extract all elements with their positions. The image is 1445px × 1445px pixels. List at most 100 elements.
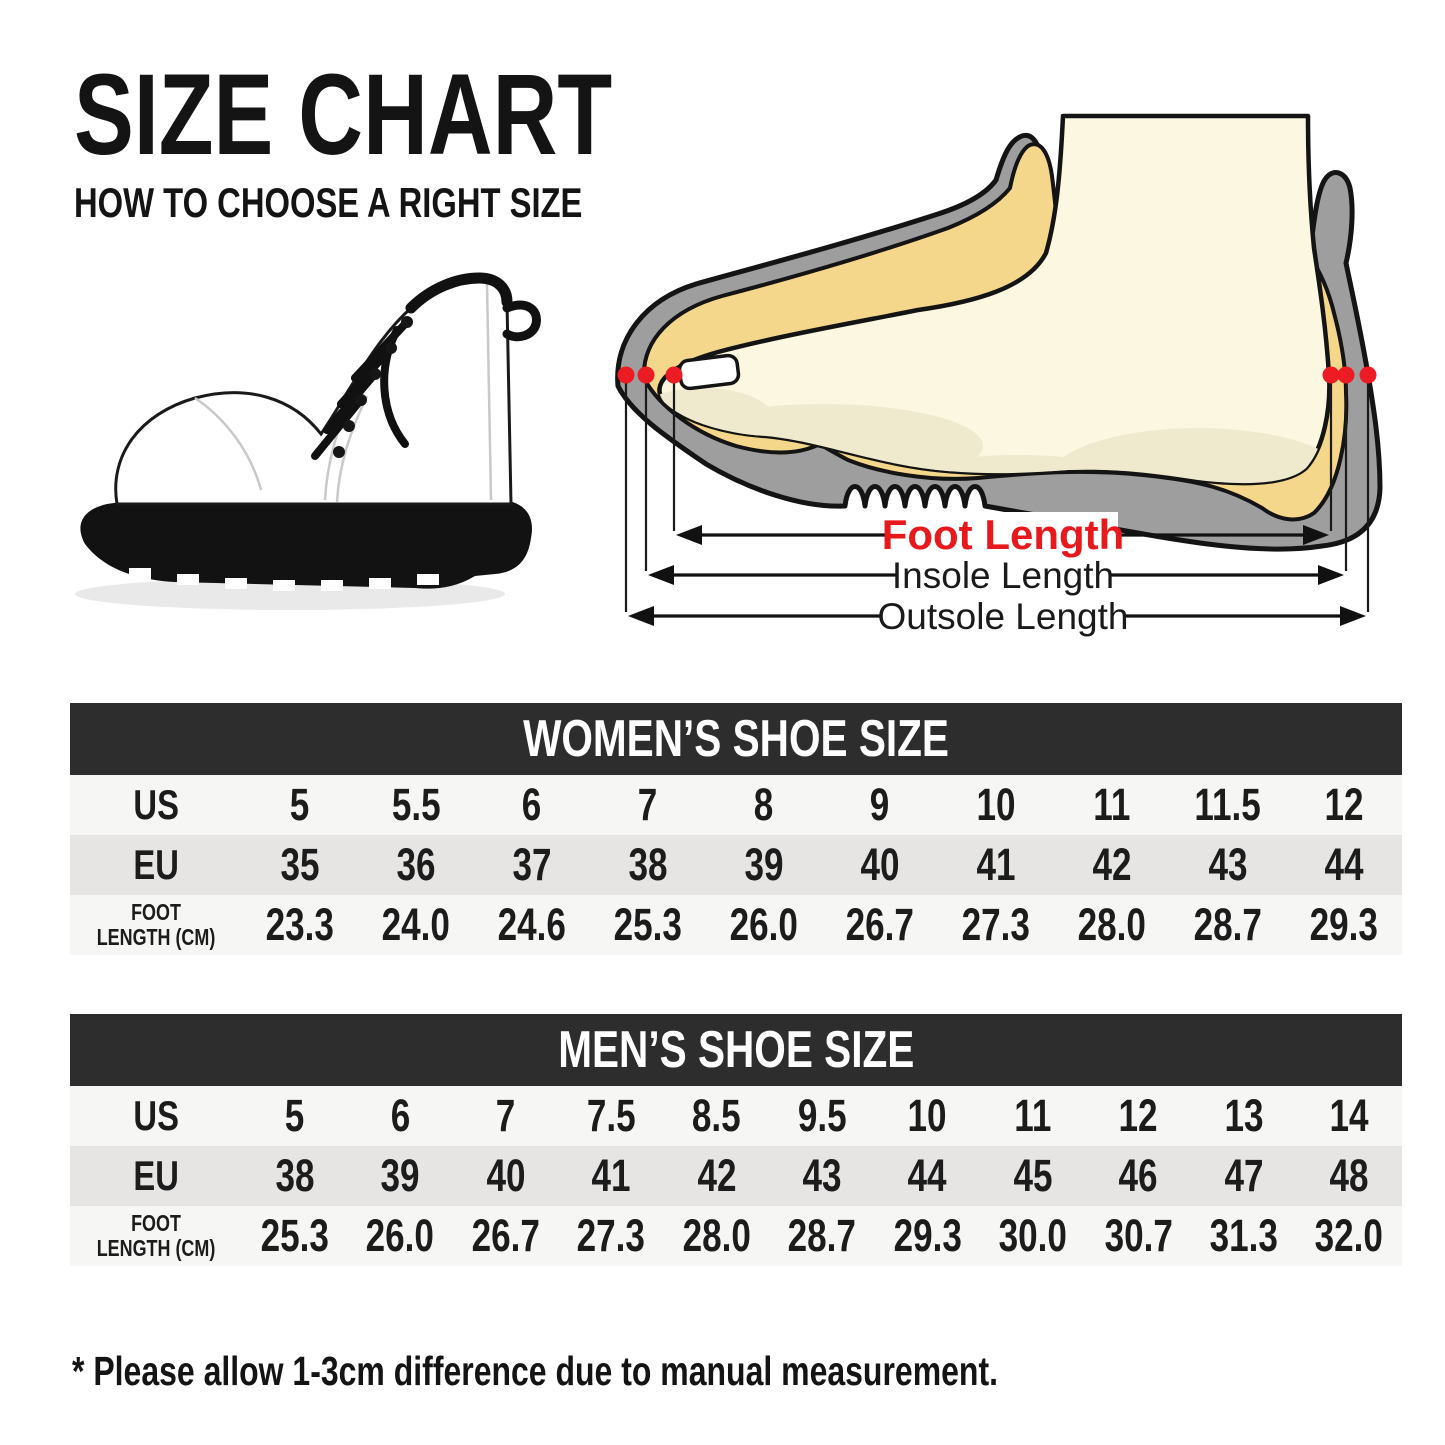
foot-diagram-svg: Foot Length Insole Length Outsole Length [615, 113, 1383, 637]
measure-dots [617, 366, 1377, 384]
mens-us-value: 10 [907, 1090, 947, 1141]
womens-table-header: WOMEN’S SHOE SIZE [70, 703, 1402, 775]
womens-foot-length-value: 25.3 [613, 899, 683, 950]
womens-size-table: WOMEN’S SHOE SIZE US 5 5.5 6 7 8 9 10 11 11.5 12 EU… [70, 703, 1402, 955]
womens-table-title: WOMEN’S SHOE SIZE [523, 710, 949, 768]
womens-us-value: 8 [754, 779, 774, 830]
womens-row-label-foot-length: FOOT LENGTH (CM) [96, 899, 216, 950]
womens-foot-length-value: 27.3 [961, 899, 1031, 950]
mens-us-value: 7.5 [586, 1090, 636, 1141]
foot-length-label: Foot Length [882, 511, 1125, 558]
womens-table-body: US 5 5.5 6 7 8 9 10 11 11.5 12 EU 35 36 37 38 39 40 41 42 43… [70, 775, 1402, 955]
mens-eu-value: 47 [1224, 1150, 1264, 1201]
boot-seams [194, 283, 493, 503]
mens-table-body: US 5 6 7 7.5 8.5 9.5 10 11 12 13 14 EU 38 39 40 41 42 43 44… [70, 1086, 1402, 1266]
boot-illustration [75, 272, 541, 610]
mens-table-title: MEN’S SHOE SIZE [557, 1021, 915, 1079]
womens-eu-value: 35 [280, 839, 320, 890]
mens-eu-value: 39 [380, 1150, 420, 1201]
outsole-length-label: Outsole Length [878, 596, 1129, 637]
mens-foot-length-value: 29.3 [893, 1210, 962, 1261]
mens-table-header: MEN’S SHOE SIZE [70, 1014, 1402, 1086]
mens-foot-length-value: 31.3 [1209, 1210, 1278, 1261]
boot-collar-trim [405, 272, 513, 314]
womens-eu-value: 36 [396, 839, 436, 890]
womens-us-value: 5 [290, 779, 310, 830]
mens-eu-value: 43 [802, 1150, 842, 1201]
womens-us-value: 11.5 [1194, 779, 1262, 830]
boot-upper [114, 276, 513, 506]
womens-foot-length-value: 28.7 [1193, 899, 1263, 950]
mens-eu-value: 44 [907, 1150, 947, 1201]
measurement-footnote: * Please allow 1-3cm difference due to m… [72, 1348, 998, 1394]
womens-foot-length-value: 24.6 [497, 899, 567, 950]
womens-eu-value: 42 [1092, 839, 1132, 890]
womens-us-value: 11 [1093, 779, 1131, 830]
mens-row-eu: EU 38 39 40 41 42 43 44 45 46 47 48 [70, 1146, 1402, 1206]
mens-eu-value: 41 [591, 1150, 631, 1201]
mens-foot-length-value: 32.0 [1315, 1210, 1384, 1261]
mens-us-value: 5 [284, 1090, 305, 1141]
mens-us-value: 12 [1118, 1090, 1158, 1141]
womens-us-value: 5.5 [391, 779, 441, 830]
mens-row-label-foot-length: FOOT LENGTH (CM) [96, 1210, 216, 1261]
page-subtitle: HOW TO CHOOSE A RIGHT SIZE [74, 179, 583, 226]
womens-row-label-us: US [133, 781, 179, 828]
mens-row-label-eu: EU [133, 1152, 179, 1199]
womens-eu-value: 37 [512, 839, 552, 890]
womens-row-label-eu: EU [133, 841, 179, 888]
measure-guides [624, 380, 1370, 612]
womens-foot-length-value: 24.0 [381, 899, 451, 950]
mens-eu-value: 45 [1013, 1150, 1053, 1201]
womens-us-value: 6 [522, 779, 542, 830]
foot-measure-diagram: Foot Length Insole Length Outsole Length [598, 88, 1445, 668]
womens-us-value: 7 [638, 779, 658, 830]
mens-foot-length-value: 28.7 [787, 1210, 857, 1261]
womens-eu-value: 44 [1324, 839, 1364, 890]
boot-laces [311, 320, 409, 460]
mens-eu-value: 48 [1329, 1150, 1369, 1201]
womens-eu-value: 41 [976, 839, 1016, 890]
womens-foot-length-value: 26.0 [729, 899, 799, 950]
mens-foot-length-value: 26.0 [366, 1210, 435, 1261]
boot-sole [80, 490, 532, 589]
mens-us-value: 9.5 [797, 1090, 847, 1141]
toenail [677, 353, 741, 391]
mens-eu-value: 42 [697, 1150, 737, 1201]
measure-label-backs [882, 512, 1124, 637]
womens-us-value: 9 [870, 779, 890, 830]
womens-foot-length-value: 23.3 [265, 899, 335, 950]
womens-foot-length-value: 26.7 [845, 899, 915, 950]
mens-us-value: 14 [1329, 1090, 1369, 1141]
mens-eu-value: 40 [486, 1150, 526, 1201]
mens-eu-value: 38 [275, 1150, 315, 1201]
mens-foot-length-value: 26.7 [471, 1210, 540, 1261]
boot-photo [55, 238, 560, 633]
mens-foot-length-value: 30.7 [1104, 1210, 1173, 1261]
mens-us-value: 13 [1224, 1090, 1264, 1141]
header: SIZE CHART HOW TO CHOOSE A RIGHT SIZE [74, 58, 764, 227]
womens-us-value: 10 [976, 779, 1016, 830]
mens-us-value: 11 [1014, 1090, 1052, 1141]
womens-row-foot-length: FOOT LENGTH (CM) 23.3 24.0 24.6 25.3 26.0 26.7… [70, 895, 1402, 955]
womens-row-eu: EU 35 36 37 38 39 40 41 42 43 44 [70, 835, 1402, 895]
insole-length-label: Insole Length [892, 555, 1114, 596]
mens-us-value: 6 [390, 1090, 410, 1141]
womens-foot-length-value: 28.0 [1077, 899, 1147, 950]
mens-foot-length-value: 25.3 [260, 1210, 329, 1261]
womens-eu-value: 38 [628, 839, 668, 890]
womens-us-value: 12 [1324, 779, 1364, 830]
mens-foot-length-value: 27.3 [576, 1210, 646, 1261]
mens-row-label-us: US [133, 1092, 179, 1139]
womens-row-us: US 5 5.5 6 7 8 9 10 11 11.5 12 [70, 775, 1402, 835]
boot-eyelets [333, 316, 413, 458]
mens-us-value: 8.5 [692, 1090, 741, 1141]
womens-eu-value: 43 [1208, 839, 1248, 890]
page-title: SIZE CHART [74, 51, 613, 179]
mens-us-value: 7 [495, 1090, 516, 1141]
womens-eu-value: 40 [860, 839, 900, 890]
mens-foot-length-value: 30.0 [998, 1210, 1068, 1261]
mens-row-us: US 5 6 7 7.5 8.5 9.5 10 11 12 13 14 [70, 1086, 1402, 1146]
mens-size-table: MEN’S SHOE SIZE US 5 6 7 7.5 8.5 9.5 10 11 12 13 14… [70, 1014, 1402, 1266]
mens-foot-length-value: 28.0 [682, 1210, 751, 1261]
